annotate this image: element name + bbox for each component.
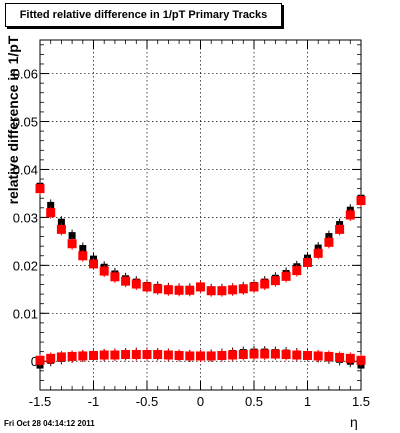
data-point [238,350,248,360]
data-point [68,232,76,240]
data-point [335,224,345,234]
data-point [99,266,109,276]
data-point [196,351,205,361]
y-tick-label: 0.06 [13,67,38,82]
data-point [356,196,366,206]
chart-title: Fitted relative difference in 1/pT Prima… [5,3,282,27]
data-point [206,286,216,296]
data-point [56,224,66,234]
data-point [79,245,87,253]
series-1 [35,182,366,297]
axis-ticks [39,40,362,391]
data-point [185,285,195,295]
data-point [206,351,216,361]
data-point [303,257,312,267]
data-point [110,272,120,282]
data-point [46,353,56,363]
x-axis-label: η [350,414,358,430]
x-tick-label: -0.5 [136,394,158,409]
data-point [270,276,280,286]
y-tick-label: 0 [31,354,38,369]
data-point [163,350,173,360]
data-point [270,349,280,359]
data-point [35,355,45,365]
data-point [142,350,152,360]
data-point [174,350,184,360]
series-3 [35,348,366,367]
data-point [185,351,195,361]
data-point [249,282,259,292]
data-point [281,350,291,360]
data-point [174,285,184,295]
data-point [313,248,323,258]
data-point [99,350,109,360]
x-tick-label: -1.5 [29,394,51,409]
data-point [57,218,65,226]
data-point [121,350,131,360]
data-point [89,259,98,269]
data-point [356,355,366,365]
grid-lines [40,40,361,390]
data-point [249,349,259,359]
data-point [121,276,131,286]
data-point [196,282,205,292]
data-point [35,184,45,194]
y-tick-label: 0.01 [13,306,38,321]
data-point [47,201,55,209]
series-0 [36,180,365,296]
data-point [260,279,270,289]
data-point [110,350,120,360]
data-point [153,284,163,294]
data-point [46,208,56,218]
x-tick-label: 1 [304,394,311,409]
x-tick-label: 0 [197,394,204,409]
data-point [345,210,355,220]
data-point [163,285,173,295]
y-tick-label: 0.04 [13,162,38,177]
timestamp: Fri Oct 28 04:14:12 2011 [4,419,95,428]
tick-labels: -1.5 -1 -0.5 0 0.5 1 1.5 0 0.01 0.02 0.03 0.04 0.05 0… [13,67,370,409]
data-point [228,285,238,295]
data-point [78,351,88,361]
data-point [292,266,302,276]
data-point [89,350,98,360]
data-point [228,350,238,360]
y-tick-label: 0.02 [13,258,38,273]
data-point [324,351,334,361]
data-point [313,351,323,361]
y-tick-label: 0.03 [13,210,38,225]
x-tick-label: 1.5 [352,394,370,409]
data-point [131,279,141,289]
data-point [260,349,270,359]
data-point [153,350,163,360]
data-point [303,350,312,360]
data-marks [35,180,366,372]
data-point [131,350,141,360]
data-point [335,352,345,362]
y-axis-label: relative difference in 1/pT [5,35,21,205]
data-point [281,271,291,281]
data-point [238,284,248,294]
x-tick-label: -1 [88,394,100,409]
y-tick-label: 0.05 [13,115,38,130]
data-point [142,282,152,292]
data-point [345,353,355,363]
data-point [67,239,77,249]
data-point [324,237,334,247]
x-tick-label: 0.5 [245,394,263,409]
data-point [217,350,227,360]
data-point [217,286,227,296]
data-point [56,352,66,362]
data-point [67,351,77,361]
data-point [78,251,88,261]
data-point [292,350,302,360]
